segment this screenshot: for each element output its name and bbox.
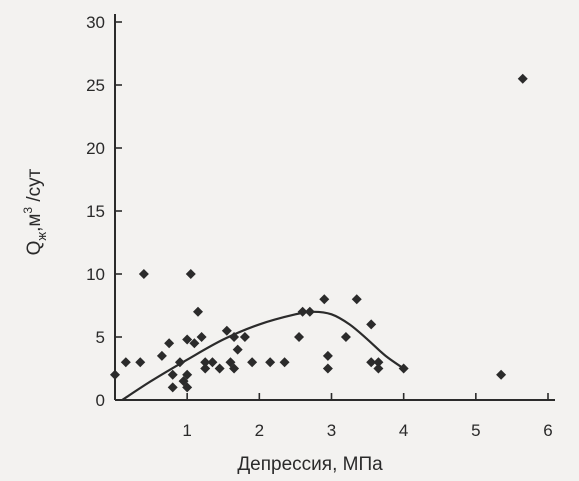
data-point [229, 363, 240, 374]
data-point [200, 357, 211, 368]
y-tick-label: 0 [96, 391, 105, 410]
x-axis-ticks: 1 2 3 4 5 6 [182, 393, 553, 440]
data-point [185, 269, 196, 279]
data-point [207, 357, 218, 368]
data-point [229, 332, 240, 342]
data-point [156, 350, 167, 361]
data-point [182, 382, 193, 393]
data-point [167, 369, 178, 380]
data-point [265, 357, 276, 368]
axes [114, 14, 555, 401]
x-tick-label: 2 [255, 421, 264, 440]
x-tick-label: 1 [182, 421, 191, 440]
data-point [496, 369, 507, 380]
y-axis-title-subscript: ж [34, 232, 49, 241]
data-point [340, 332, 351, 342]
data-point [373, 363, 384, 374]
data-point [239, 332, 250, 342]
data-point [232, 344, 243, 355]
data-point [322, 350, 333, 361]
data-point [319, 294, 330, 305]
y-tick-label: 5 [96, 328, 105, 347]
y-axis-title-tail: /сут [24, 168, 45, 207]
x-tick-label: 3 [327, 421, 336, 440]
data-point [297, 306, 308, 317]
data-point [135, 357, 146, 368]
data-point [196, 332, 207, 342]
x-tick-label: 5 [471, 421, 480, 440]
x-tick-label: 6 [543, 421, 552, 440]
data-point [182, 334, 193, 345]
y-axis-ticks: 0 5 10 15 20 25 30 [86, 13, 122, 410]
data-points [110, 73, 528, 393]
data-point [200, 363, 211, 374]
data-point [182, 369, 193, 380]
y-axis-title-superscript: 3 [21, 207, 35, 214]
x-tick-label: 4 [399, 421, 408, 440]
data-point [366, 357, 377, 368]
data-point [164, 338, 175, 349]
y-axis-title-base: Q [24, 241, 45, 256]
data-point [366, 319, 377, 330]
data-point [120, 357, 131, 368]
data-point [279, 357, 290, 368]
data-point [221, 325, 232, 336]
y-tick-label: 10 [86, 265, 105, 284]
y-tick-label: 30 [86, 13, 105, 32]
y-axis-title-mid: ,м [24, 214, 45, 232]
data-point [189, 338, 200, 349]
data-point [517, 73, 528, 84]
y-tick-label: 20 [86, 139, 105, 158]
data-point [247, 357, 258, 368]
data-point [174, 357, 185, 368]
data-point [214, 363, 225, 374]
data-point [398, 363, 409, 374]
data-point [138, 269, 149, 279]
data-point [110, 369, 120, 380]
data-point [322, 363, 333, 374]
x-axis-title: Депрессия, МПа [237, 454, 383, 475]
y-tick-label: 25 [86, 76, 105, 95]
y-axis-title: Qж,м3 /сут [21, 168, 49, 255]
y-tick-label: 15 [86, 202, 105, 221]
data-point [373, 357, 384, 368]
data-point [192, 306, 203, 317]
data-point [167, 382, 178, 393]
data-point [294, 332, 305, 342]
data-point [351, 294, 362, 305]
data-point [304, 306, 315, 317]
